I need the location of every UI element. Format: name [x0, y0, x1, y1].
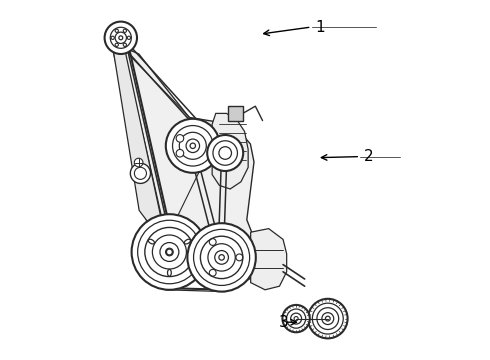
Circle shape — [134, 167, 147, 179]
Circle shape — [166, 248, 173, 256]
Circle shape — [172, 126, 213, 166]
Polygon shape — [212, 113, 248, 189]
Circle shape — [287, 309, 306, 328]
Circle shape — [130, 163, 150, 184]
Circle shape — [179, 132, 206, 159]
Circle shape — [208, 244, 235, 271]
Circle shape — [115, 32, 126, 44]
Polygon shape — [117, 48, 258, 288]
Circle shape — [176, 135, 184, 142]
Circle shape — [145, 228, 194, 276]
Circle shape — [110, 27, 131, 48]
Circle shape — [166, 119, 220, 173]
Circle shape — [134, 158, 143, 167]
Circle shape — [104, 22, 137, 54]
Circle shape — [176, 149, 184, 157]
Ellipse shape — [168, 269, 172, 276]
Circle shape — [291, 313, 301, 324]
Circle shape — [194, 229, 249, 285]
Circle shape — [308, 299, 347, 338]
Circle shape — [322, 312, 334, 325]
Ellipse shape — [184, 239, 191, 244]
Circle shape — [282, 305, 310, 332]
Polygon shape — [228, 106, 243, 121]
Circle shape — [219, 147, 231, 159]
Circle shape — [119, 36, 122, 40]
Text: 1: 1 — [315, 19, 325, 35]
Circle shape — [317, 308, 339, 329]
Circle shape — [213, 141, 238, 165]
Circle shape — [152, 235, 186, 269]
Circle shape — [312, 303, 343, 334]
Circle shape — [207, 135, 243, 171]
Polygon shape — [251, 229, 287, 290]
Circle shape — [186, 139, 199, 153]
Ellipse shape — [148, 239, 154, 244]
Circle shape — [187, 223, 256, 292]
Circle shape — [215, 251, 228, 264]
Circle shape — [219, 255, 224, 260]
Circle shape — [138, 220, 201, 284]
Circle shape — [200, 236, 243, 279]
Circle shape — [190, 143, 196, 149]
Text: 3: 3 — [279, 315, 289, 330]
Circle shape — [160, 243, 179, 261]
Circle shape — [325, 316, 330, 321]
Circle shape — [132, 214, 207, 290]
Text: 2: 2 — [364, 149, 373, 164]
Circle shape — [294, 316, 298, 321]
Polygon shape — [114, 48, 162, 225]
